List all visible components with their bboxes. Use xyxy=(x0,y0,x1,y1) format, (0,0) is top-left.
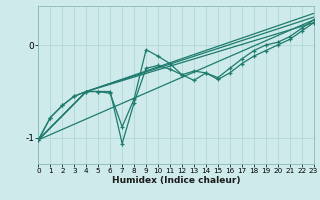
X-axis label: Humidex (Indice chaleur): Humidex (Indice chaleur) xyxy=(112,176,240,185)
